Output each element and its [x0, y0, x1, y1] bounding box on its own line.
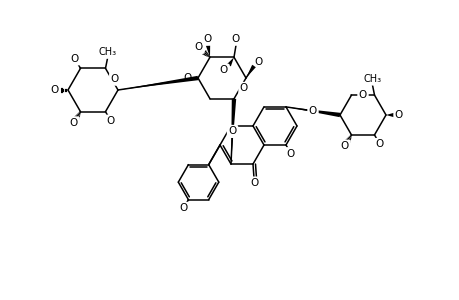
Text: O: O [70, 118, 78, 128]
Text: O: O [51, 85, 59, 95]
Polygon shape [385, 113, 393, 117]
Text: O: O [308, 106, 316, 116]
Text: O: O [239, 83, 247, 93]
Polygon shape [230, 99, 235, 164]
Text: O: O [195, 42, 203, 52]
Text: O: O [228, 126, 236, 136]
Text: O: O [231, 34, 240, 44]
Text: O: O [110, 74, 118, 84]
Text: O: O [219, 65, 228, 75]
Polygon shape [246, 65, 255, 78]
Text: CH₃: CH₃ [98, 47, 116, 57]
Text: O: O [250, 178, 258, 188]
Polygon shape [227, 57, 234, 66]
Text: O: O [340, 141, 348, 151]
Text: O: O [179, 203, 187, 213]
Text: O: O [286, 149, 295, 159]
Text: O: O [184, 73, 192, 83]
Text: O: O [71, 54, 79, 64]
Text: O: O [358, 90, 366, 100]
Text: O: O [106, 116, 115, 126]
Text: O: O [203, 34, 212, 44]
Polygon shape [205, 45, 210, 57]
Text: O: O [254, 57, 263, 67]
Text: O: O [375, 140, 383, 149]
Text: O: O [394, 110, 402, 120]
Polygon shape [285, 107, 340, 117]
Polygon shape [118, 76, 198, 90]
Text: CH₃: CH₃ [363, 74, 381, 84]
